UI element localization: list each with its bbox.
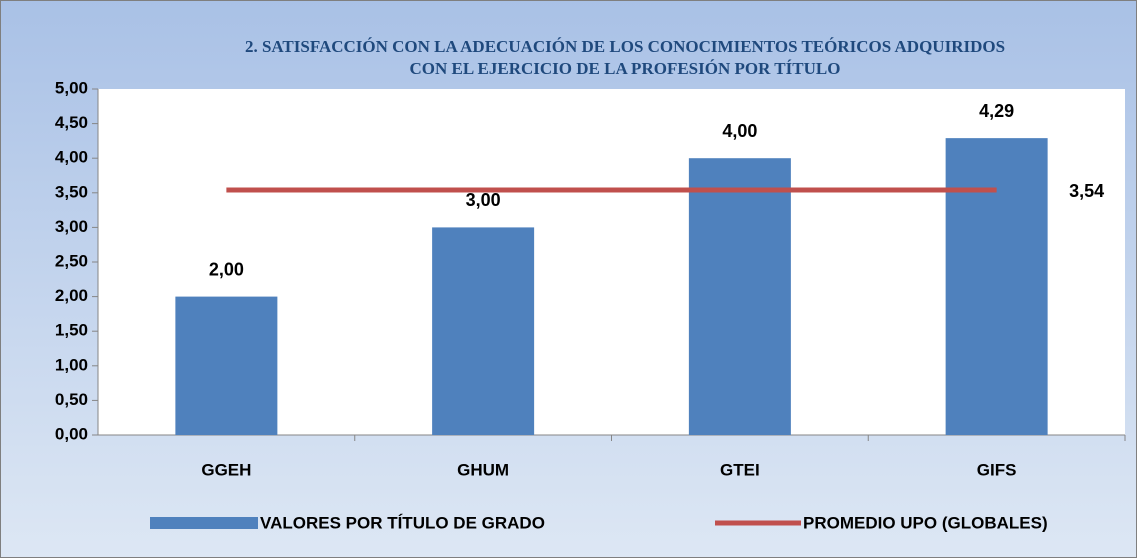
x-tick-label: GGEH [201, 460, 251, 479]
data-label: 4,00 [722, 121, 757, 141]
y-tick-label: 3,50 [55, 182, 88, 201]
y-tick-label: 5,00 [55, 78, 88, 97]
data-label: 2,00 [209, 259, 244, 279]
data-label: 3,00 [466, 190, 501, 210]
bar [945, 138, 1048, 435]
y-tick-label: 1,00 [55, 355, 88, 374]
y-tick-label: 2,50 [55, 251, 88, 270]
x-tick-label: GIFS [977, 460, 1017, 479]
y-tick-label: 4,50 [55, 113, 88, 132]
data-label: 3,54 [1069, 181, 1104, 201]
chart-title: CON EL EJERCICIO DE LA PROFESIÓN POR TÍT… [410, 59, 841, 78]
y-tick-label: 0,00 [55, 424, 88, 443]
y-tick-label: 3,00 [55, 217, 88, 236]
legend-label: PROMEDIO UPO (GLOBALES) [803, 513, 1048, 532]
data-label: 4,29 [979, 101, 1014, 121]
x-tick-label: GTEI [720, 460, 760, 479]
bar [688, 158, 791, 435]
chart-title: 2. SATISFACCIÓN CON LA ADECUACIÓN DE LOS… [245, 37, 1005, 56]
y-tick-label: 4,00 [55, 148, 88, 167]
y-tick-label: 2,00 [55, 286, 88, 305]
bar [175, 296, 278, 435]
y-tick-label: 1,50 [55, 321, 88, 340]
legend-swatch [150, 517, 258, 529]
y-tick-label: 0,50 [55, 390, 88, 409]
bar [432, 227, 535, 435]
legend-label: VALORES POR TÍTULO DE GRADO [260, 513, 545, 532]
x-tick-label: GHUM [457, 460, 509, 479]
